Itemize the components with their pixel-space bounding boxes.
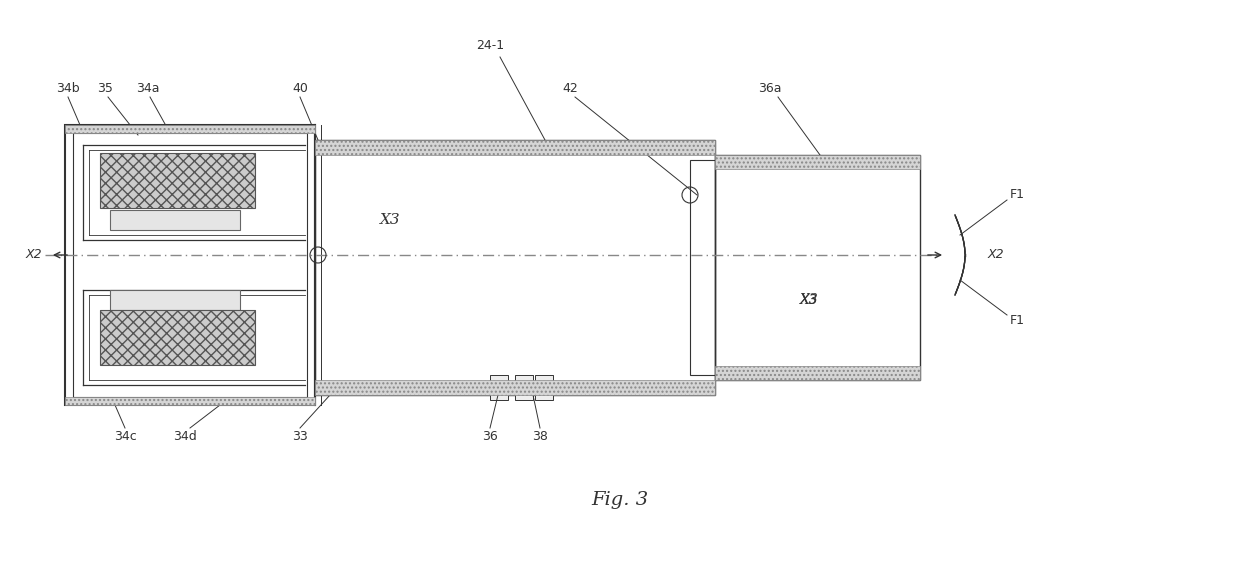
Text: X3: X3 [379, 213, 401, 227]
Text: X3: X3 [800, 293, 818, 307]
Bar [73, 133, 308, 397]
Bar [315, 140, 715, 155]
Text: F1: F1 [1011, 314, 1025, 327]
Bar [689, 160, 715, 375]
Bar [110, 210, 241, 230]
Text: 34b: 34b [56, 82, 79, 95]
Text: 38: 38 [532, 430, 548, 443]
Text: 34a: 34a [136, 82, 160, 95]
Text: F1: F1 [1011, 188, 1025, 201]
Bar [64, 125, 315, 133]
Text: 34c: 34c [114, 430, 136, 443]
Text: 33: 33 [293, 430, 308, 443]
Bar [64, 125, 315, 405]
Bar [64, 397, 315, 405]
Text: 35: 35 [97, 82, 113, 95]
Text: 24-1: 24-1 [476, 39, 505, 52]
Text: X2: X2 [988, 249, 1004, 262]
Text: 42: 42 [562, 82, 578, 95]
Text: 36: 36 [482, 430, 498, 443]
Bar [110, 290, 241, 310]
Bar [100, 153, 255, 208]
Text: Fig. 3: Fig. 3 [591, 491, 649, 509]
Text: X3: X3 [800, 293, 818, 307]
Text: 34d: 34d [174, 430, 197, 443]
Bar [715, 366, 920, 380]
Bar [515, 375, 533, 400]
Bar [315, 380, 715, 395]
Bar [715, 155, 920, 169]
Text: 40: 40 [293, 82, 308, 95]
Text: X2: X2 [25, 249, 42, 262]
Text: 36a: 36a [758, 82, 781, 95]
Bar [490, 375, 508, 400]
Bar [715, 155, 920, 380]
Bar [100, 310, 255, 365]
Bar [534, 375, 553, 400]
Bar [315, 140, 715, 395]
